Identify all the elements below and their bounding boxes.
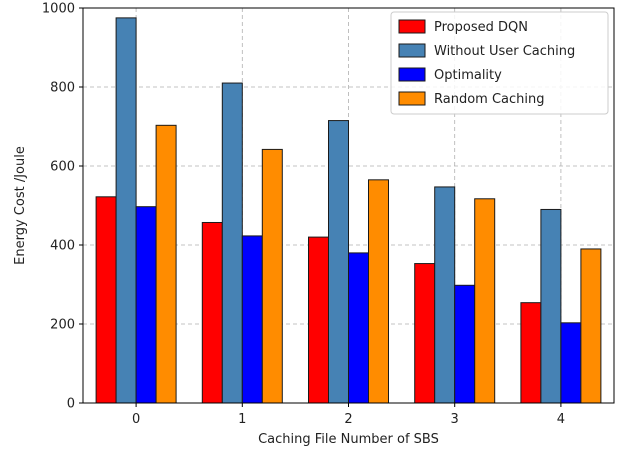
y-tick-label: 800	[50, 81, 75, 96]
axis-ticks: 0 200 400 600 800 1000 0 1 2 3 4	[42, 2, 565, 428]
bar-random-caching-3	[474, 198, 496, 404]
bar-random-caching-2	[368, 179, 389, 404]
bar-optimality-0	[135, 206, 157, 404]
bars	[95, 17, 602, 404]
legend-label: Proposed DQN	[434, 20, 528, 35]
legend-swatch	[398, 91, 426, 106]
bar-without-user-caching-0	[115, 17, 137, 404]
x-tick-label: 3	[451, 412, 459, 427]
bar-without-user-caching-4	[540, 208, 562, 404]
x-tick-label: 1	[238, 412, 246, 427]
bar-optimality-4	[560, 322, 582, 404]
legend-swatch	[398, 67, 426, 82]
x-tick-label: 4	[557, 412, 565, 427]
bar-without-user-caching-1	[221, 82, 243, 404]
bar-without-user-caching-2	[328, 120, 349, 404]
y-tick-label: 1000	[42, 2, 75, 17]
bar-optimality-1	[241, 235, 263, 404]
y-tick-label: 400	[50, 239, 75, 254]
legend-swatch	[398, 19, 426, 34]
bar-proposed-dqn-1	[201, 221, 223, 404]
y-axis-label: Energy Cost /Joule	[13, 146, 28, 265]
legend-label: Without User Caching	[434, 44, 575, 59]
x-tick-label: 0	[132, 412, 140, 427]
legend-label: Optimality	[434, 68, 502, 83]
legend: Proposed DQN Without User Caching Optimali…	[390, 11, 609, 115]
bar-proposed-dqn-0	[95, 196, 117, 404]
x-axis-label: Caching File Number of SBS	[258, 432, 439, 447]
y-tick-label: 600	[50, 160, 75, 175]
bar-random-caching-0	[155, 124, 177, 404]
bar-random-caching-1	[261, 148, 283, 404]
bar-proposed-dqn-4	[520, 302, 542, 404]
bar-without-user-caching-3	[434, 186, 456, 404]
y-tick-label: 0	[67, 397, 75, 412]
bar-optimality-2	[348, 252, 369, 404]
bar-proposed-dqn-2	[308, 236, 329, 404]
bar-proposed-dqn-3	[414, 263, 436, 404]
bar-random-caching-4	[580, 248, 602, 404]
legend-label: Random Caching	[434, 92, 545, 107]
legend-swatch	[398, 43, 426, 58]
x-tick-label: 2	[344, 412, 352, 427]
y-tick-label: 200	[50, 318, 75, 333]
legend-box	[390, 11, 609, 115]
bar-optimality-3	[454, 284, 476, 404]
